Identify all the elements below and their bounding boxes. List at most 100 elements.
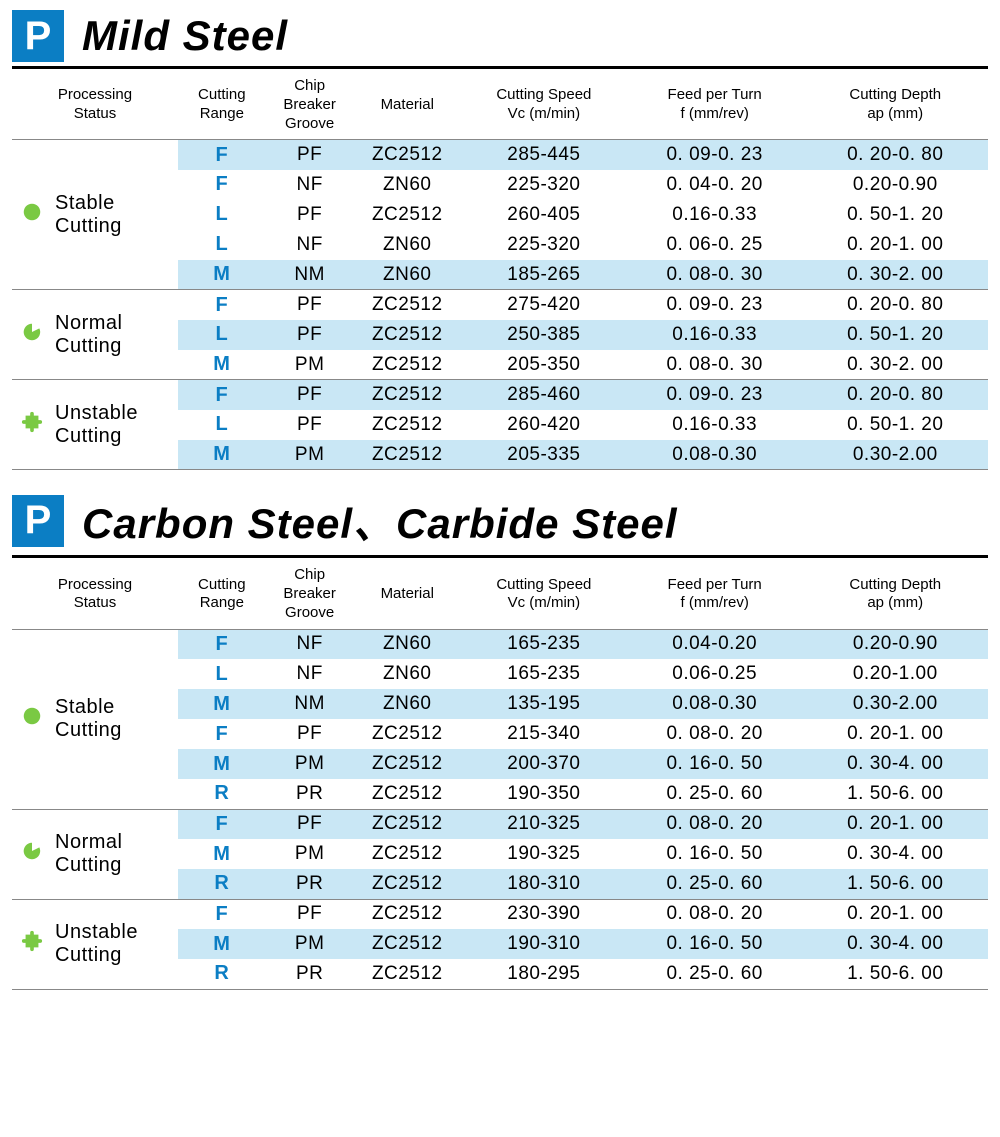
depth-cell: 0. 20-1. 00 bbox=[803, 809, 989, 839]
category-badge: P bbox=[12, 10, 64, 62]
depth-cell: 0.20-0.90 bbox=[803, 170, 989, 200]
material-cell: ZN60 bbox=[354, 689, 461, 719]
chip-breaker-cell: PR bbox=[266, 869, 354, 899]
material-cell: ZC2512 bbox=[354, 899, 461, 929]
material-cell: ZC2512 bbox=[354, 350, 461, 380]
chip-breaker-cell: NM bbox=[266, 689, 354, 719]
status-icon-circle bbox=[12, 140, 51, 290]
chip-breaker-cell: PF bbox=[266, 200, 354, 230]
material-cell: ZC2512 bbox=[354, 290, 461, 320]
feed-cell: 0. 09-0. 23 bbox=[627, 290, 803, 320]
material-cell: ZC2512 bbox=[354, 380, 461, 410]
cutting-range-cell: R bbox=[178, 779, 266, 809]
col-header-speed: Cutting SpeedVc (m/min) bbox=[461, 71, 627, 140]
feed-cell: 0.06-0.25 bbox=[627, 659, 803, 689]
material-cell: ZC2512 bbox=[354, 140, 461, 170]
cutting-range-cell: F bbox=[178, 380, 266, 410]
status-group: NormalCuttingFPFZC2512210-3250. 08-0. 20… bbox=[12, 809, 988, 899]
cutting-range-cell: M bbox=[178, 260, 266, 290]
chip-breaker-cell: PF bbox=[266, 290, 354, 320]
material-cell: ZN60 bbox=[354, 260, 461, 290]
material-cell: ZC2512 bbox=[354, 839, 461, 869]
cutting-range-cell: L bbox=[178, 659, 266, 689]
material-cell: ZC2512 bbox=[354, 869, 461, 899]
feed-cell: 0. 09-0. 23 bbox=[627, 380, 803, 410]
cutting-parameters-table: ProcessingStatusCuttingRangeChipBreakerG… bbox=[12, 560, 988, 989]
col-header-depth: Cutting Depthap (mm) bbox=[803, 560, 989, 629]
status-group: UnstableCuttingFPFZC2512285-4600. 09-0. … bbox=[12, 380, 988, 470]
material-cell: ZC2512 bbox=[354, 410, 461, 440]
depth-cell: 1. 50-6. 00 bbox=[803, 779, 989, 809]
material-cell: ZC2512 bbox=[354, 809, 461, 839]
chip-breaker-cell: PF bbox=[266, 320, 354, 350]
status-group: NormalCuttingFPFZC2512275-4200. 09-0. 23… bbox=[12, 290, 988, 380]
depth-cell: 0. 20-1. 00 bbox=[803, 230, 989, 260]
chip-breaker-cell: PM bbox=[266, 929, 354, 959]
status-group: UnstableCuttingFPFZC2512230-3900. 08-0. … bbox=[12, 899, 988, 989]
col-header-material: Material bbox=[354, 560, 461, 629]
cutting-range-cell: L bbox=[178, 410, 266, 440]
cutting-range-cell: F bbox=[178, 290, 266, 320]
depth-cell: 0. 20-0. 80 bbox=[803, 380, 989, 410]
depth-cell: 0. 30-4. 00 bbox=[803, 929, 989, 959]
col-header-chip: ChipBreakerGroove bbox=[266, 560, 354, 629]
depth-cell: 0. 50-1. 20 bbox=[803, 200, 989, 230]
status-icon-circle bbox=[12, 629, 51, 809]
col-header-chip: ChipBreakerGroove bbox=[266, 71, 354, 140]
table-row: StableCuttingFNFZN60165-2350.04-0.200.20… bbox=[12, 629, 988, 659]
chip-breaker-cell: NF bbox=[266, 230, 354, 260]
status-icon-puzzle bbox=[12, 899, 51, 989]
chip-breaker-cell: PF bbox=[266, 809, 354, 839]
cutting-speed-cell: 285-460 bbox=[461, 380, 627, 410]
chip-breaker-cell: PR bbox=[266, 959, 354, 989]
chip-breaker-cell: PM bbox=[266, 350, 354, 380]
cutting-range-cell: F bbox=[178, 899, 266, 929]
cutting-range-cell: F bbox=[178, 140, 266, 170]
material-cell: ZC2512 bbox=[354, 779, 461, 809]
processing-status-label: NormalCutting bbox=[51, 809, 178, 899]
chip-breaker-cell: NF bbox=[266, 629, 354, 659]
section-header: PCarbon Steel、Carbide Steel bbox=[12, 490, 988, 558]
cutting-range-cell: L bbox=[178, 320, 266, 350]
feed-cell: 0. 08-0. 20 bbox=[627, 899, 803, 929]
cutting-speed-cell: 190-325 bbox=[461, 839, 627, 869]
feed-cell: 0. 25-0. 60 bbox=[627, 779, 803, 809]
cutting-speed-cell: 275-420 bbox=[461, 290, 627, 320]
cutting-speed-cell: 205-335 bbox=[461, 440, 627, 470]
depth-cell: 0.30-2.00 bbox=[803, 440, 989, 470]
cutting-speed-cell: 215-340 bbox=[461, 719, 627, 749]
depth-cell: 0. 30-4. 00 bbox=[803, 839, 989, 869]
col-header-status: ProcessingStatus bbox=[12, 560, 178, 629]
category-badge: P bbox=[12, 495, 64, 547]
feed-cell: 0. 16-0. 50 bbox=[627, 839, 803, 869]
processing-status-label: UnstableCutting bbox=[51, 899, 178, 989]
feed-cell: 0. 06-0. 25 bbox=[627, 230, 803, 260]
status-group: StableCuttingFNFZN60165-2350.04-0.200.20… bbox=[12, 629, 988, 809]
cutting-range-cell: F bbox=[178, 719, 266, 749]
material-cell: ZC2512 bbox=[354, 440, 461, 470]
col-header-speed: Cutting SpeedVc (m/min) bbox=[461, 560, 627, 629]
depth-cell: 0. 20-0. 80 bbox=[803, 140, 989, 170]
feed-cell: 0. 08-0. 20 bbox=[627, 809, 803, 839]
cutting-speed-cell: 285-445 bbox=[461, 140, 627, 170]
cutting-speed-cell: 205-350 bbox=[461, 350, 627, 380]
status-icon-pacman bbox=[12, 290, 51, 380]
material-cell: ZN60 bbox=[354, 170, 461, 200]
cutting-speed-cell: 200-370 bbox=[461, 749, 627, 779]
depth-cell: 0. 20-0. 80 bbox=[803, 290, 989, 320]
feed-cell: 0.08-0.30 bbox=[627, 440, 803, 470]
table-row: UnstableCuttingFPFZC2512230-3900. 08-0. … bbox=[12, 899, 988, 929]
table-row: NormalCuttingFPFZC2512275-4200. 09-0. 23… bbox=[12, 290, 988, 320]
feed-cell: 0. 08-0. 30 bbox=[627, 350, 803, 380]
cutting-speed-cell: 190-310 bbox=[461, 929, 627, 959]
depth-cell: 0. 30-2. 00 bbox=[803, 260, 989, 290]
cutting-range-cell: M bbox=[178, 929, 266, 959]
cutting-range-cell: M bbox=[178, 440, 266, 470]
processing-status-label: StableCutting bbox=[51, 629, 178, 809]
cutting-speed-cell: 250-385 bbox=[461, 320, 627, 350]
processing-status-label: UnstableCutting bbox=[51, 380, 178, 470]
material-cell: ZC2512 bbox=[354, 719, 461, 749]
depth-cell: 0. 30-2. 00 bbox=[803, 350, 989, 380]
table-row: StableCuttingFPFZC2512285-4450. 09-0. 23… bbox=[12, 140, 988, 170]
cutting-speed-cell: 165-235 bbox=[461, 659, 627, 689]
